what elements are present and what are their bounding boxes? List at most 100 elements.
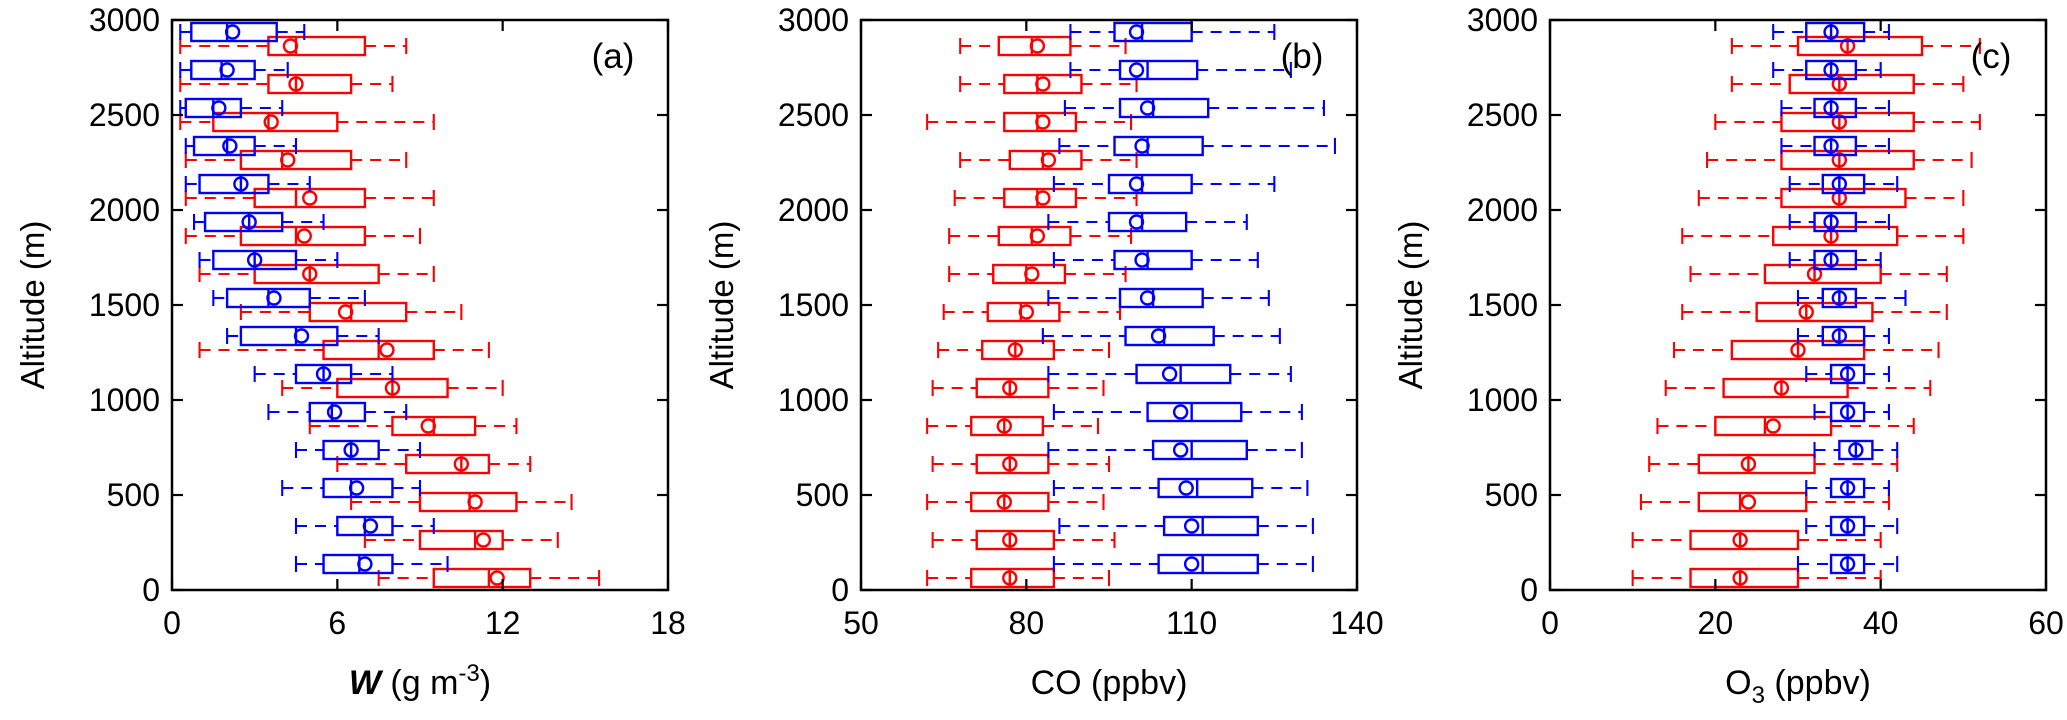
box-row-300m (931, 529, 1116, 551)
panel-letter: (c) (1971, 37, 2012, 76)
iqr-box (1107, 211, 1188, 233)
box-row-700m (1648, 453, 1899, 475)
iqr-box (239, 325, 339, 347)
panel-a: 0 6 12 18 0 500 1000 1500 2000 2500 3000 Altitude (… (14, 2, 686, 702)
box-row-900m (308, 415, 518, 437)
x-tick-label: 40 (1863, 605, 1899, 641)
iqr-box (1788, 73, 1915, 95)
iqr-box (1780, 111, 1915, 133)
iqr-box (1714, 415, 1833, 437)
iqr-box (1697, 453, 1816, 475)
mean-marker (379, 342, 395, 358)
box-row-500m (1639, 491, 1890, 513)
box-row-300m (294, 515, 435, 537)
iqr-box (253, 263, 380, 285)
y-tick-label: 2000 (89, 192, 160, 228)
mean-marker (1823, 214, 1839, 230)
box-row-1300m (1796, 325, 1890, 347)
box-row-1500m (1047, 287, 1270, 309)
box-row-2900m (1730, 35, 1981, 57)
mean-marker (1732, 570, 1748, 586)
mean-marker (1839, 366, 1856, 382)
mean-marker (1183, 518, 1200, 534)
iqr-box (1813, 135, 1858, 157)
iqr-box (1813, 211, 1858, 233)
iqr-box (1113, 249, 1193, 271)
y-tick-label: 500 (796, 477, 849, 513)
y-tick-label: 2500 (89, 97, 160, 133)
iqr-box (308, 401, 367, 423)
mean-marker (1831, 114, 1848, 130)
mean-marker (1172, 442, 1189, 458)
iqr-box (1113, 135, 1204, 157)
series-red-case (179, 35, 601, 589)
panel-c: 0 20 40 60 0 500 1000 1500 2000 2500 3000 Altitude … (1392, 2, 2064, 709)
iqr-box (975, 453, 1050, 475)
box-row-100m (294, 553, 449, 575)
y-tick-label: 1000 (1467, 382, 1538, 418)
iqr-box (986, 301, 1061, 323)
mean-marker (1831, 152, 1848, 168)
box-row-500m (350, 491, 573, 513)
mean-marker (211, 100, 227, 116)
box-row-1100m (931, 377, 1105, 399)
mean-marker (222, 138, 238, 154)
mean-marker (1839, 404, 1856, 420)
iqr-box (1697, 491, 1808, 513)
mean-marker (1831, 76, 1848, 92)
box-row-2500m (926, 111, 1133, 133)
mean-marker (1831, 290, 1848, 306)
y-tick-label: 0 (142, 572, 160, 608)
iqr-box (1722, 377, 1849, 399)
mean-marker (280, 152, 296, 168)
mean-marker (1029, 38, 1046, 54)
box-row-2700m (179, 73, 394, 95)
x-tick-label: 80 (1009, 605, 1045, 641)
box-row-2900m (179, 35, 408, 57)
mean-marker (1134, 138, 1150, 154)
mean-marker (1150, 328, 1167, 344)
box-row-700m (336, 453, 532, 475)
box-row-1900m (1047, 211, 1248, 233)
iqr-box (1003, 111, 1078, 133)
iqr-box (418, 491, 518, 513)
iqr-box (322, 477, 394, 499)
mean-marker (1035, 114, 1051, 130)
box-row-1300m (1041, 325, 1281, 347)
iqr-box (198, 173, 270, 195)
iqr-box (267, 73, 353, 95)
box-row-2900m (179, 21, 306, 43)
box-row-700m (1047, 439, 1303, 461)
mean-marker (326, 404, 343, 420)
mean-marker (241, 214, 257, 230)
box-row-2100m (184, 173, 311, 195)
box-row-300m (363, 529, 559, 551)
iqr-box (1146, 401, 1243, 423)
mean-marker (1773, 380, 1790, 396)
iqr-box (1113, 21, 1193, 43)
box-row-2700m (1069, 59, 1292, 81)
box-row-2300m (1058, 135, 1337, 157)
box-row-300m (1631, 529, 1882, 551)
box-row-100m (1052, 553, 1314, 575)
mean-marker (302, 190, 318, 206)
mean-marker (1139, 100, 1156, 116)
y-tick-label: 2000 (778, 192, 849, 228)
iqr-box (975, 529, 1056, 551)
mean-marker (1839, 518, 1856, 534)
x-tick-label: 0 (163, 605, 181, 641)
axes-frame (859, 18, 1359, 592)
iqr-box (992, 263, 1067, 285)
x-tick-label: 50 (843, 605, 879, 641)
iqr-box (997, 225, 1072, 247)
iqr-box (1118, 59, 1199, 81)
y-tick-label: 0 (831, 572, 849, 608)
box-row-1900m (184, 225, 422, 247)
iqr-box (970, 491, 1050, 513)
box-row-2700m (179, 59, 289, 81)
iqr-box (1003, 73, 1083, 95)
y-tick-label: 1500 (1467, 287, 1538, 323)
box-row-2900m (1772, 21, 1890, 43)
mean-marker (282, 38, 299, 54)
box-row-2500m (179, 111, 435, 133)
